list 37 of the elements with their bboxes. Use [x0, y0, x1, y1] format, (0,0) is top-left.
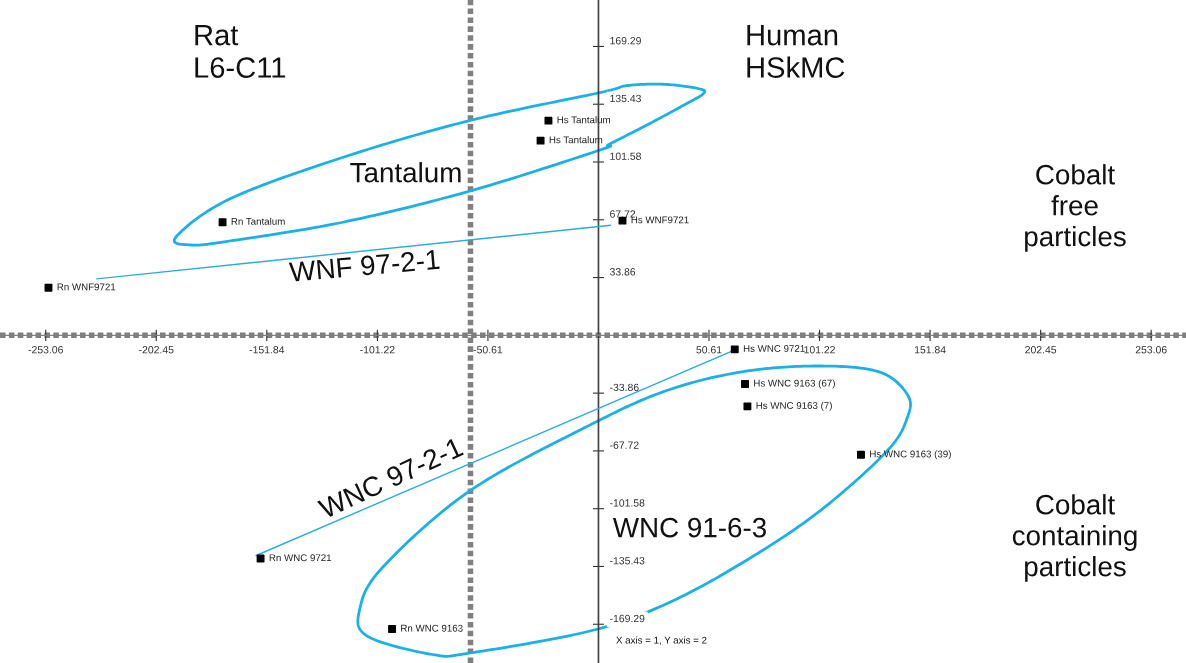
annotation: Hs WNC 9163 (7)	[756, 401, 832, 411]
y-tick-label: 33.86	[609, 268, 636, 276]
y-tick-label: -33.86	[610, 383, 639, 392]
annotation: Rn Tantalum	[231, 217, 285, 225]
annotation: Rn WNF9721	[57, 283, 116, 291]
y-tick-label: 67.72	[610, 210, 636, 218]
y-tick-label: 135.43	[610, 94, 641, 103]
x-tick-label: -202.45	[139, 346, 174, 354]
x-tick-label: -253.06	[28, 346, 63, 354]
annotation: WNC 91-6-3	[612, 517, 766, 538]
x-tick-label: -151.84	[249, 346, 285, 354]
annotation: Hs WNC 9163 (67)	[754, 379, 835, 389]
annotation: WNF 97-2-1	[288, 249, 440, 283]
y-tick-label: 101.58	[610, 152, 641, 160]
annotation: Rn WNC 9163	[401, 624, 463, 632]
y-tick-label: -135.43	[610, 557, 645, 565]
y-tick-label: -101.58	[610, 499, 645, 507]
annotation: Human HSkMC	[747, 25, 845, 78]
annotation: Cobalt free particles	[1025, 164, 1126, 252]
annotation: WNC 97-2-1	[317, 436, 464, 520]
annotation: Hs WNC 9721	[743, 345, 805, 352]
annotation: Cobalt containing particles	[1012, 494, 1137, 582]
x-tick-label: 101.22	[804, 346, 835, 354]
annotation: Rat L6-C11	[195, 25, 286, 78]
annotation: Rn WNC 9721	[269, 554, 332, 562]
x-tick-label: 253.06	[1135, 346, 1167, 354]
y-tick-label: -169.29	[610, 614, 645, 623]
annotation: Tantalum	[350, 162, 461, 183]
annotation: Hs WNF9721	[631, 216, 689, 224]
y-tick-label: 169.29	[610, 37, 641, 45]
x-tick-label: 50.61	[696, 346, 722, 354]
y-tick-label: -67.72	[610, 441, 639, 449]
x-tick-label: 202.45	[1025, 346, 1057, 354]
x-tick-label: -101.22	[360, 346, 395, 354]
x-tick-label: -50.61	[473, 346, 503, 354]
x-tick-label: 151.84	[914, 346, 946, 354]
annotation: X axis = 1, Y axis = 2	[616, 636, 707, 645]
